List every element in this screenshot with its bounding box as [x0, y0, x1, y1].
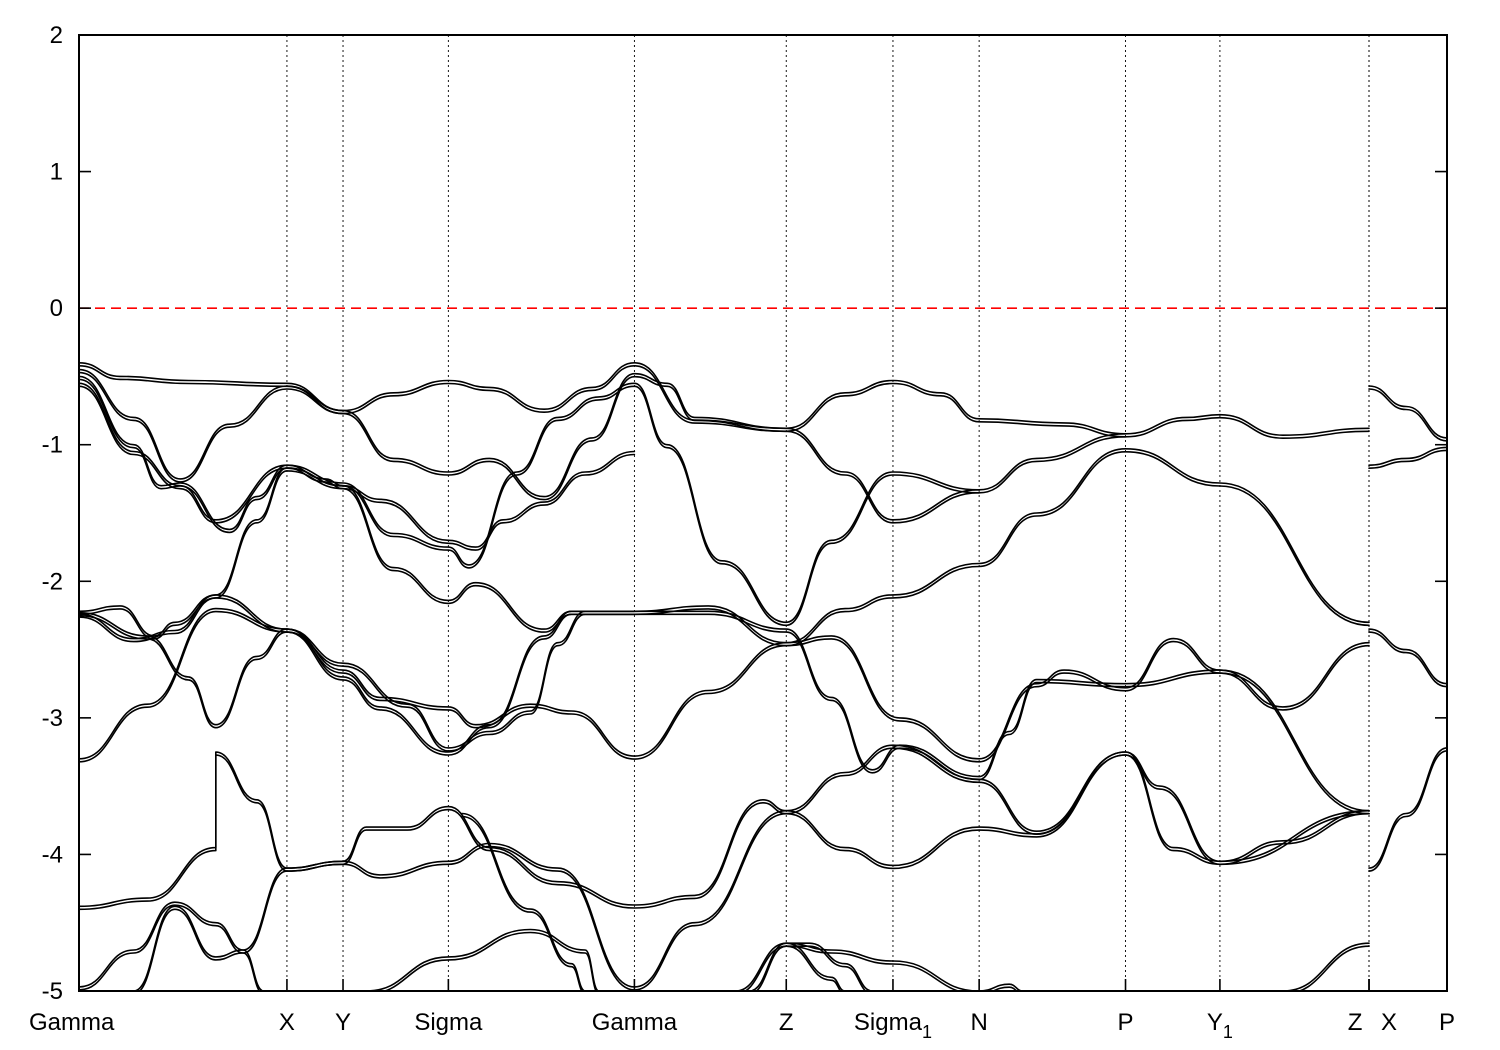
y-tick-label: -4 [42, 841, 63, 868]
band-16-pair [1296, 945, 1370, 991]
band-5-pair [79, 451, 1370, 647]
band-12 [365, 928, 600, 991]
y-tick-label: -3 [42, 705, 63, 732]
band-22-pair [991, 986, 1018, 991]
x-tick-label: P [1118, 1009, 1134, 1036]
band-15-pair [755, 945, 842, 991]
band-4 [79, 382, 636, 548]
band-7-pair [79, 614, 1370, 763]
x-tick-label: X [279, 1009, 295, 1036]
band-3 [79, 375, 980, 624]
band-22 [978, 983, 1024, 991]
x-axis: Gamma X Y Sigma Gamma Z Sigma1 N P Y1 Z X P [29, 979, 1455, 1042]
x-tick-label: Z [1348, 1009, 1363, 1036]
y-tick-label: 0 [50, 295, 63, 322]
band-3-pair [79, 378, 980, 627]
band-5 [79, 448, 1370, 644]
x-tick-label: Z [779, 1009, 794, 1036]
y-tick-label: 1 [50, 159, 63, 186]
x-tick-label: X [1381, 1009, 1397, 1036]
band-11-pair [138, 908, 261, 991]
band-7 [79, 611, 1370, 760]
band-8 [79, 607, 1370, 812]
band-2 [79, 368, 1127, 521]
x-tick-label: Y1 [1207, 1009, 1233, 1042]
band-lines [79, 362, 1447, 991]
y-tick-label: -5 [42, 978, 63, 1005]
band-10-pair [79, 754, 1370, 991]
y-axis: 2 1 0 -1 -2 -3 -4 -5 [42, 22, 1447, 1005]
band-21 [785, 942, 874, 991]
band-17 [1368, 385, 1447, 439]
band-6-pair [79, 597, 636, 752]
band-13-pair [461, 815, 583, 991]
x-tick-label: P [1439, 1009, 1455, 1036]
kpoint-divider-lines [286, 35, 1370, 991]
y-tick-label: -1 [42, 432, 63, 459]
band-21-pair [785, 945, 868, 991]
band-9 [79, 744, 1370, 908]
band-1-pair [79, 365, 1370, 439]
band-19-pair [1368, 631, 1447, 688]
x-tick-label: Gamma [592, 1009, 678, 1036]
band-18 [1368, 446, 1447, 466]
band-6 [79, 594, 636, 749]
plot-frame [78, 34, 1448, 992]
band-16 [1282, 942, 1370, 991]
band-17-pair [1368, 388, 1447, 442]
band-13 [461, 812, 586, 991]
x-tick-label: Sigma1 [854, 1009, 932, 1042]
band-20-pair [1368, 750, 1447, 872]
y-tick-label: -2 [42, 568, 63, 595]
band-19 [1368, 628, 1447, 685]
x-tick-label: Gamma [29, 1009, 115, 1036]
band-20 [1368, 747, 1447, 869]
x-tick-label: N [970, 1009, 987, 1036]
band-18-pair [1368, 449, 1447, 469]
band-2-pair [79, 371, 1127, 524]
x-tick-label: Y [335, 1009, 351, 1036]
y-tick-label: 2 [50, 22, 63, 49]
band-12-pair [381, 931, 597, 991]
band-15 [748, 942, 846, 991]
band-8-pair [79, 610, 1370, 815]
x-tick-label: Sigma [414, 1009, 483, 1036]
band-10 [79, 751, 1370, 988]
